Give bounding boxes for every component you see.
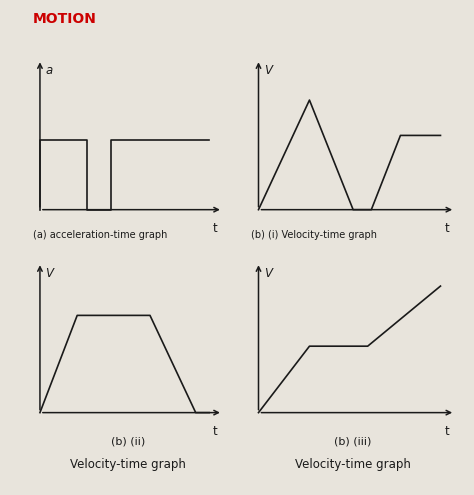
Text: (a) acceleration-time graph: (a) acceleration-time graph (33, 230, 167, 240)
Text: t: t (445, 222, 449, 235)
Text: Velocity-time graph: Velocity-time graph (70, 458, 186, 471)
Text: a: a (46, 64, 53, 77)
Text: (b) (ii): (b) (ii) (111, 437, 145, 446)
Text: MOTION: MOTION (33, 12, 97, 26)
Text: t: t (212, 425, 217, 438)
Text: V: V (264, 267, 273, 280)
Text: (b) (i) Velocity-time graph: (b) (i) Velocity-time graph (251, 230, 377, 240)
Text: t: t (445, 425, 449, 438)
Text: Velocity-time graph: Velocity-time graph (295, 458, 411, 471)
Text: V: V (264, 64, 273, 77)
Text: V: V (46, 267, 54, 280)
Text: t: t (212, 222, 217, 235)
Text: (b) (iii): (b) (iii) (335, 437, 372, 446)
